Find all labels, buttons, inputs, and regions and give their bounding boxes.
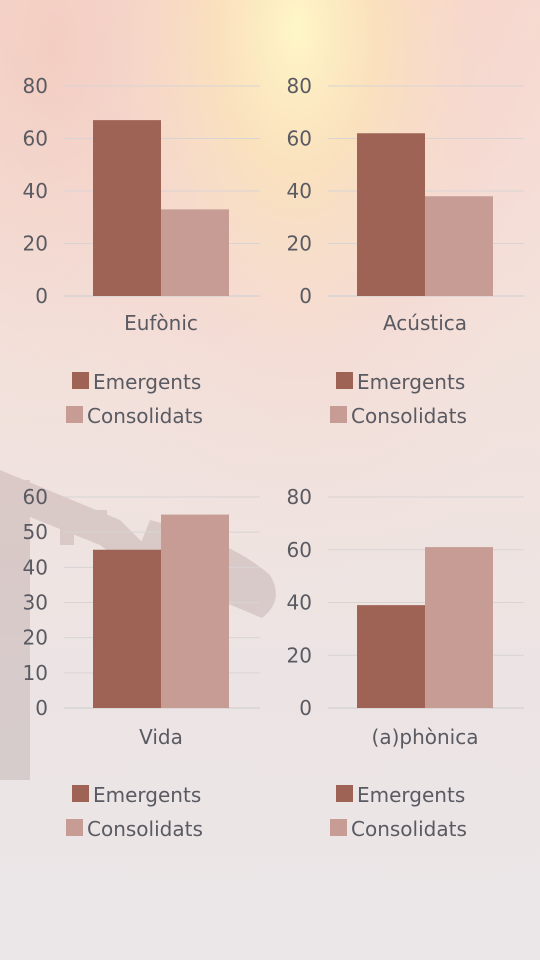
category-label: Eufònic (124, 311, 198, 335)
y-tick-label: 60 (287, 127, 312, 151)
bar-emergents (93, 120, 161, 296)
category-label: Vida (139, 725, 183, 749)
legend-label-consolidats: Consolidats (351, 404, 467, 428)
y-tick-label: 60 (287, 538, 312, 562)
y-tick-label: 0 (299, 696, 312, 720)
y-tick-label: 80 (287, 74, 312, 98)
y-tick-label: 0 (299, 284, 312, 308)
y-tick-label: 60 (23, 127, 48, 151)
legend-label-emergents: Emergents (93, 783, 201, 807)
legend-swatch-emergents (72, 785, 89, 802)
bar-chart-1: 0 20 40 60 80 Eufònic Emergents Consolidats (23, 74, 260, 428)
bar-emergents (93, 549, 161, 708)
y-tick-label: 10 (23, 661, 48, 685)
category-label: Acústica (383, 311, 467, 335)
legend-label-consolidats: Consolidats (87, 404, 203, 428)
y-tick-label: 30 (23, 591, 48, 615)
legend-swatch-consolidats (66, 819, 83, 836)
y-tick-label: 40 (287, 591, 312, 615)
y-tick-label: 50 (23, 520, 48, 544)
bar-emergents (357, 605, 425, 708)
legend-label-consolidats: Consolidats (87, 817, 203, 841)
bar-chart-2: 0 20 40 60 80 Acústica Emergents Consolidats (287, 74, 524, 428)
y-tick-label: 0 (35, 284, 48, 308)
bar-chart-3: 0 10 20 30 40 50 60 Vida Emergents Consolidats (23, 485, 260, 841)
legend-label-emergents: Emergents (357, 370, 465, 394)
legend-label-consolidats: Consolidats (351, 817, 467, 841)
category-label: (a)phònica (372, 725, 479, 749)
bar-consolidats (425, 196, 493, 296)
legend-swatch-consolidats (330, 819, 347, 836)
y-tick-label: 80 (287, 485, 312, 509)
y-tick-label: 40 (287, 179, 312, 203)
legend-label-emergents: Emergents (93, 370, 201, 394)
y-tick-label: 60 (23, 485, 48, 509)
y-tick-label: 20 (23, 626, 48, 650)
y-tick-label: 20 (287, 232, 312, 256)
bar-consolidats (161, 514, 229, 708)
legend-swatch-consolidats (330, 406, 347, 423)
y-tick-label: 40 (23, 555, 48, 579)
y-tick-label: 0 (35, 696, 48, 720)
bar-consolidats (161, 209, 229, 296)
bar-consolidats (425, 547, 493, 708)
legend-swatch-emergents (336, 785, 353, 802)
y-tick-label: 80 (23, 74, 48, 98)
y-tick-label: 20 (287, 643, 312, 667)
legend-label-emergents: Emergents (357, 783, 465, 807)
legend-swatch-emergents (336, 372, 353, 389)
legend-swatch-consolidats (66, 406, 83, 423)
bar-chart-4: 0 20 40 60 80 (a)phònica Emergents Consolidats (287, 485, 524, 841)
legend-swatch-emergents (72, 372, 89, 389)
y-tick-label: 40 (23, 179, 48, 203)
bar-emergents (357, 133, 425, 296)
y-tick-label: 20 (23, 232, 48, 256)
